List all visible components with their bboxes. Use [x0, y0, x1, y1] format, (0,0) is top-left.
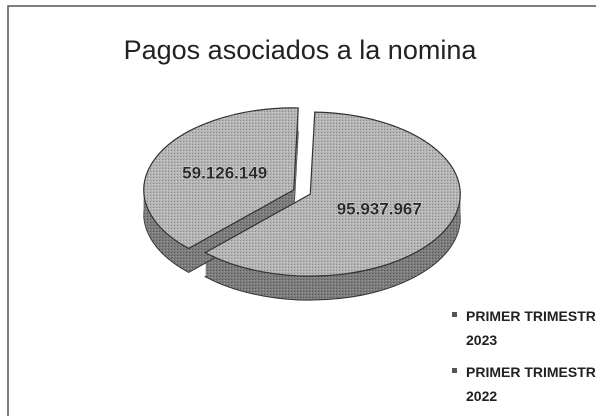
legend-label: PRIMER TRIMESTRE 2022: [466, 364, 596, 404]
data-label: 59.126.149: [182, 163, 267, 182]
chart-frame: [7, 5, 596, 416]
legend-entry: PRIMER TRIMESTRE 2023: [452, 304, 596, 352]
legend-row: PRIMER TRIMESTRE 2023: [452, 304, 596, 352]
legend-bullet: [452, 368, 457, 373]
legend-entry: PRIMER TRIMESTRE 2022: [452, 360, 596, 408]
chart-title: Pagos asociados a la nomina: [124, 35, 478, 65]
legend-bullet: [452, 312, 457, 317]
pie-slice: [143, 107, 299, 250]
data-label: 95.937.967: [337, 200, 422, 219]
legend-label: PRIMER TRIMESTRE 2023: [466, 308, 596, 348]
legend-row: PRIMER TRIMESTRE 2022: [452, 360, 596, 408]
pie-slice: [203, 111, 461, 277]
